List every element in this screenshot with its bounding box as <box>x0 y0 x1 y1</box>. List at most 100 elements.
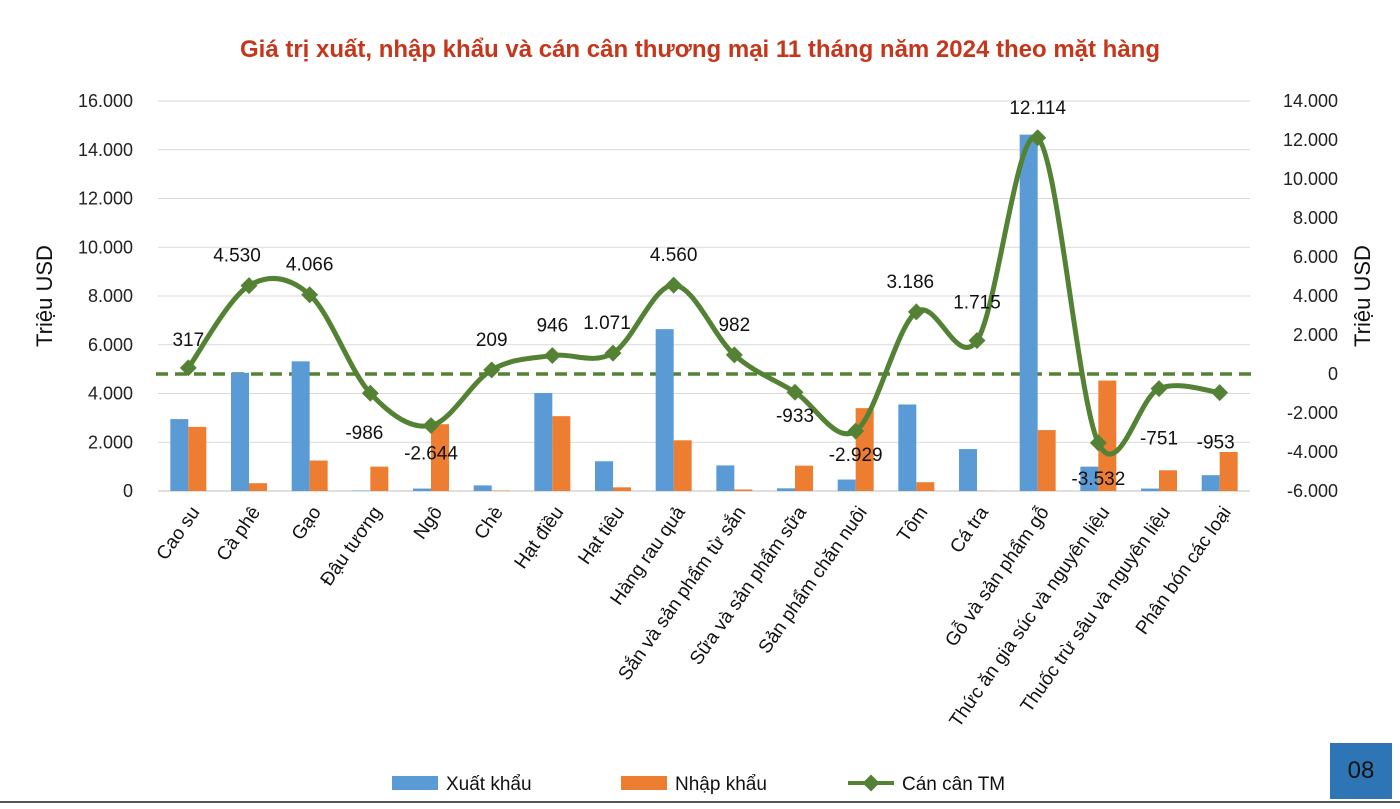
balance-marker <box>968 332 986 350</box>
y-right-tick-label: 14.000 <box>1283 91 1338 111</box>
chart-title: Giá trị xuất, nhập khẩu và cán cân thươn… <box>240 36 1160 63</box>
import-bar <box>734 489 753 491</box>
balance-marker <box>179 359 197 377</box>
export-bar <box>655 329 674 491</box>
balance-data-label: 209 <box>476 330 508 351</box>
bar-series <box>170 134 1238 491</box>
import-bar <box>188 426 207 491</box>
legend-swatch <box>621 776 667 790</box>
balance-data-label: -953 <box>1197 433 1235 454</box>
balance-data-label: -751 <box>1140 429 1178 450</box>
import-bar <box>552 416 571 491</box>
import-bar <box>431 424 449 491</box>
y-left-tick-label: 16.000 <box>78 91 133 111</box>
balance-data-label: 4.560 <box>650 245 698 266</box>
balance-marker <box>422 417 440 435</box>
category-label: Cà phê <box>213 503 265 565</box>
export-bar <box>595 461 613 491</box>
category-label: Sản phẩm chăn nuôi <box>755 503 872 658</box>
balance-data-label: 4.066 <box>286 255 334 276</box>
import-bar <box>795 465 813 491</box>
export-bar <box>716 465 735 491</box>
y-right-tick-label: 4.000 <box>1293 286 1338 306</box>
category-label: Đậu tương <box>317 503 387 590</box>
legend-label: Cán cân TM <box>902 774 1005 795</box>
balance-marker <box>665 276 683 294</box>
balance-data-label: 317 <box>172 330 204 351</box>
y-left-tick-label: 12.000 <box>78 189 133 209</box>
category-label: Ngô <box>410 503 447 544</box>
balance-data-label: 12.114 <box>1009 98 1066 119</box>
category-label: Gạo <box>288 503 326 544</box>
y-left-tick-label: 6.000 <box>88 335 133 355</box>
balance-marker <box>240 277 258 295</box>
page-number: 08 <box>1347 757 1375 784</box>
category-label: Gỗ và sản phẩm gỗ <box>941 502 1054 650</box>
balance-data-label: 4.530 <box>213 246 261 267</box>
balance-data-label: -2.644 <box>404 444 458 465</box>
y-axis-right-ticks: -6.000 -4.000 -2.000 0 2.000 4.000 6.000 8.000 1… <box>1283 91 1338 501</box>
export-bar <box>291 361 310 491</box>
balance-data-label: -986 <box>345 423 383 444</box>
y-left-tick-label: 4.000 <box>88 384 133 404</box>
balance-data-label: -933 <box>776 406 814 427</box>
y-right-tick-label: 2.000 <box>1293 325 1338 345</box>
export-bar <box>1141 488 1159 491</box>
export-bar <box>170 419 189 491</box>
y-left-tick-label: 0 <box>123 481 133 501</box>
balance-line <box>186 134 1220 457</box>
balance-data-label: 1.715 <box>953 293 1001 314</box>
category-label: Chè <box>471 503 508 544</box>
balance-data-label: 982 <box>718 315 750 336</box>
import-bar <box>673 440 692 491</box>
y-right-tick-label: 6.000 <box>1293 247 1338 267</box>
y-right-tick-label: 8.000 <box>1293 208 1338 228</box>
balance-marker <box>301 286 319 304</box>
balance-marker <box>543 347 561 365</box>
y-left-tick-label: 8.000 <box>88 286 133 306</box>
balance-marker <box>1211 384 1229 402</box>
import-bar <box>249 483 267 491</box>
balance-marker <box>604 344 622 362</box>
balance-marker <box>786 383 804 401</box>
import-bar <box>370 466 389 491</box>
export-bar <box>1019 134 1038 491</box>
export-bar <box>534 393 553 491</box>
category-label: Hạt tiêu <box>574 503 629 569</box>
legend: Xuất khẩu Nhập khẩu Cán cân TM <box>392 774 1005 795</box>
balance-data-label: -3.532 <box>1071 469 1125 490</box>
balance-data-label: 1.071 <box>583 313 631 334</box>
balance-line-series <box>179 129 1229 457</box>
y-right-tick-label: 10.000 <box>1283 169 1338 189</box>
import-bar <box>1159 470 1177 491</box>
export-bar <box>898 404 917 491</box>
y-axis-left-title: Triệu USD <box>32 245 57 347</box>
import-bar <box>916 482 935 491</box>
y-right-tick-label: -4.000 <box>1287 442 1338 462</box>
y-left-tick-label: 10.000 <box>78 237 133 257</box>
category-label: Sữa và sản phẩm sữa <box>686 502 811 668</box>
y-right-tick-label: -2.000 <box>1287 403 1338 423</box>
gridlines <box>158 100 1250 492</box>
legend-label: Xuất khẩu <box>446 774 532 795</box>
balance-marker <box>725 346 743 364</box>
export-bar <box>231 372 249 491</box>
import-bar <box>1037 430 1056 491</box>
legend-label: Nhập khẩu <box>675 774 767 795</box>
y-axis-left-ticks: 0 2.000 4.000 6.000 8.000 10.000 12.000 14.000 1… <box>78 91 133 501</box>
export-bar <box>1080 466 1099 491</box>
import-bar <box>613 487 631 491</box>
y-right-tick-label: 12.000 <box>1283 130 1338 150</box>
category-label: Cao su <box>153 503 205 564</box>
import-bar <box>1219 452 1238 491</box>
y-left-tick-label: 14.000 <box>78 140 133 160</box>
balance-data-label: 946 <box>536 316 568 337</box>
y-axis-right-title: Triệu USD <box>1350 245 1375 347</box>
import-bar <box>309 460 328 491</box>
page-number-badge: 08 <box>1330 743 1392 799</box>
balance-data-label: 3.186 <box>887 272 935 293</box>
import-bar <box>1098 380 1117 491</box>
balance-data-labels: 317 4.530 4.066 -986 -2.644 209 946 1.071 4.560 9… <box>172 98 1234 490</box>
